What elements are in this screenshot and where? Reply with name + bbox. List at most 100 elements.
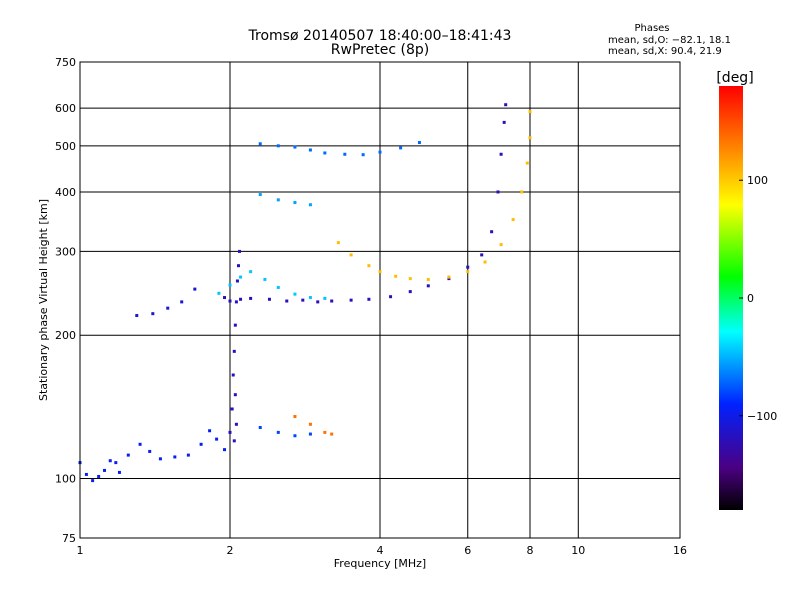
colorbar-tick-label: 0 bbox=[747, 292, 754, 305]
y-tick-label: 75 bbox=[62, 532, 76, 545]
plot-frame bbox=[79, 61, 681, 539]
chart-subtitle: RwPretec (8p) bbox=[331, 42, 429, 58]
trace-point bbox=[367, 264, 371, 268]
trace-point bbox=[323, 296, 327, 300]
y-tick-label: 750 bbox=[55, 56, 76, 69]
trace-point bbox=[173, 455, 177, 459]
trace-point bbox=[528, 110, 532, 114]
trace-point bbox=[447, 275, 451, 279]
trace-point bbox=[223, 448, 227, 452]
trace-point bbox=[151, 312, 155, 316]
x-axis-label: Frequency [MHz] bbox=[334, 557, 426, 570]
trace-point bbox=[239, 297, 243, 301]
trace-point bbox=[276, 144, 280, 148]
trace-point bbox=[276, 198, 280, 202]
trace-point bbox=[238, 249, 242, 253]
trace-point bbox=[228, 430, 232, 434]
trace-point bbox=[91, 479, 95, 483]
trace-point bbox=[235, 279, 239, 283]
trace-point bbox=[230, 407, 234, 411]
trace-point bbox=[389, 295, 393, 299]
trace-point bbox=[520, 190, 524, 194]
x-tick-label: 8 bbox=[527, 544, 534, 557]
trace-point bbox=[408, 277, 412, 281]
x-tick-label: 16 bbox=[673, 544, 687, 557]
trace-point bbox=[232, 349, 236, 353]
trace-point bbox=[499, 243, 503, 247]
trace-point bbox=[217, 291, 221, 295]
trace-point bbox=[316, 300, 320, 304]
trace-point bbox=[504, 103, 508, 107]
trace-point bbox=[330, 432, 334, 436]
trace-point bbox=[336, 241, 340, 245]
trace-point bbox=[103, 468, 107, 472]
trace-point bbox=[417, 141, 421, 145]
trace-point bbox=[148, 449, 152, 453]
trace-point bbox=[480, 253, 484, 257]
trace-point bbox=[330, 299, 334, 303]
phase-info-x: mean, sd,X: 90.4, 21.9 bbox=[608, 46, 722, 57]
colorbar-tick-label: 100 bbox=[747, 174, 768, 187]
trace-point bbox=[490, 230, 494, 234]
trace-point bbox=[258, 142, 262, 146]
trace-point bbox=[232, 439, 236, 443]
x-tick-labels: 1 2 4 6 8 10 16 bbox=[77, 544, 688, 557]
trace-point bbox=[293, 434, 297, 438]
trace-point bbox=[502, 120, 506, 124]
y-tick-label: 600 bbox=[55, 102, 76, 115]
trace-point bbox=[84, 472, 88, 476]
y-tick-label: 400 bbox=[55, 186, 76, 199]
trace-point bbox=[108, 459, 112, 463]
trace-point bbox=[528, 136, 532, 140]
trace-point bbox=[466, 265, 470, 269]
x-tick-label: 1 bbox=[77, 544, 84, 557]
trace-point bbox=[258, 425, 262, 429]
trace-point bbox=[236, 264, 240, 268]
y-tick-label: 300 bbox=[55, 245, 76, 258]
trace-point bbox=[308, 422, 312, 426]
trace-point bbox=[199, 442, 203, 446]
trace-point bbox=[135, 314, 139, 318]
trace-point bbox=[180, 300, 184, 304]
trace-point bbox=[208, 429, 212, 433]
data-points bbox=[78, 103, 532, 483]
phase-info-o: mean, sd,O: −82.1, 18.1 bbox=[608, 35, 731, 46]
trace-point bbox=[361, 153, 365, 157]
trace-point bbox=[511, 218, 515, 222]
trace-point bbox=[263, 277, 267, 281]
phase-info-box: Phases mean, sd,O: −82.1, 18.1 mean, sd,… bbox=[608, 23, 731, 57]
trace-point bbox=[323, 430, 327, 434]
trace-point bbox=[408, 290, 412, 294]
trace-point bbox=[258, 193, 262, 197]
y-axis-label: Stationary phase Virtual Height [km] bbox=[37, 199, 50, 401]
trace-point bbox=[308, 148, 312, 152]
trace-point bbox=[231, 373, 235, 377]
trace-point bbox=[378, 270, 382, 274]
trace-point bbox=[343, 152, 347, 156]
trace-point bbox=[378, 150, 382, 154]
trace-point bbox=[138, 442, 142, 446]
trace-point bbox=[249, 296, 253, 300]
trace-point bbox=[525, 161, 529, 165]
trace-point bbox=[466, 270, 470, 274]
trace-point bbox=[293, 414, 297, 418]
y-tick-labels: 75 100 200 300 400 500 600 750 bbox=[55, 56, 76, 545]
x-tick-label: 10 bbox=[571, 544, 585, 557]
trace-point bbox=[239, 275, 243, 279]
trace-point bbox=[193, 287, 197, 291]
trace-point bbox=[276, 430, 280, 434]
trace-point bbox=[126, 453, 130, 457]
trace-point bbox=[426, 284, 430, 288]
trace-point bbox=[496, 190, 500, 194]
trace-point bbox=[394, 274, 398, 278]
trace-point bbox=[367, 297, 371, 301]
trace-point bbox=[285, 299, 289, 303]
trace-point bbox=[276, 285, 280, 289]
trace-point bbox=[301, 298, 305, 302]
phase-info-title: Phases bbox=[634, 23, 669, 34]
trace-point bbox=[308, 296, 312, 300]
colorbar-ticks: 100 0 −100 bbox=[739, 174, 777, 423]
trace-point bbox=[114, 461, 118, 465]
trace-point bbox=[215, 437, 219, 441]
